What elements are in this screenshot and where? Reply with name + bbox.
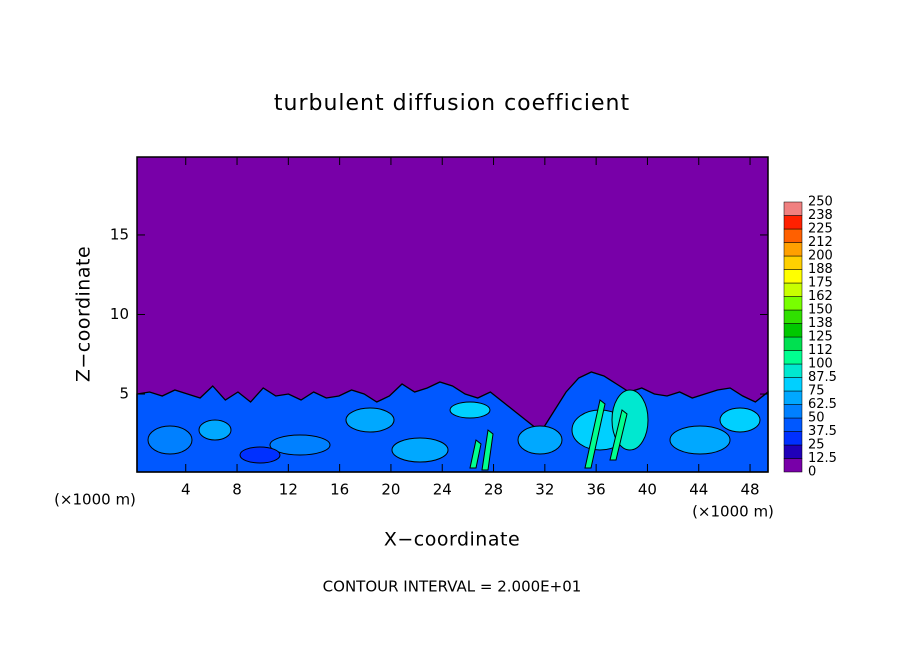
colorbar-label: 138 [808, 316, 833, 331]
colorbar-segment [783, 201, 803, 216]
colorbar-label: 50 [808, 411, 825, 426]
field-region [469, 439, 482, 469]
field-region [239, 446, 281, 464]
colorbar-label: 37.5 [808, 424, 837, 439]
colorbar-label: 162 [808, 289, 833, 304]
colorbar-label: 100 [808, 357, 833, 372]
x-tick-label: 8 [232, 481, 242, 499]
colorbar-label: 150 [808, 303, 833, 318]
colorbar-label: 87.5 [808, 370, 837, 385]
field-region [719, 407, 761, 433]
x-tick-label: 16 [330, 481, 349, 499]
colorbar-segment [783, 336, 803, 351]
colorbar-segment [783, 242, 803, 257]
y-axis-label: Z−coordinate [73, 246, 95, 382]
field-region [269, 434, 331, 456]
colorbar-segment [783, 417, 803, 432]
field-region [517, 425, 563, 455]
colorbar-segment [783, 269, 803, 284]
colorbar-label: 112 [808, 343, 833, 358]
colorbar-label: 225 [808, 222, 833, 237]
contour-note: CONTOUR INTERVAL = 2.000E+01 [323, 578, 582, 596]
colorbar-label: 12.5 [808, 451, 837, 466]
x-tick-label: 28 [484, 481, 503, 499]
colorbar-segment [783, 363, 803, 378]
y-tick-label: 5 [119, 385, 129, 403]
colorbar-segment [783, 431, 803, 446]
field-region [198, 419, 232, 441]
colorbar-segment [783, 255, 803, 270]
field-region [481, 429, 494, 471]
colorbar-segment [783, 309, 803, 324]
field-region [584, 399, 606, 469]
colorbar-label: 0 [808, 465, 816, 480]
field-region [449, 401, 491, 419]
colorbar-label: 188 [808, 262, 833, 277]
field-region [147, 425, 193, 455]
colorbar-label: 62.5 [808, 397, 837, 412]
x-unit: (×1000 m) [692, 503, 774, 521]
field-region [609, 409, 628, 461]
colorbar-segment [783, 296, 803, 311]
y-tick-label: 15 [110, 225, 129, 243]
field-region [391, 437, 449, 463]
x-unit: (×1000 m) [54, 491, 136, 509]
colorbar-label: 250 [808, 195, 833, 210]
x-tick-label: 4 [181, 481, 191, 499]
x-axis-label: X−coordinate [384, 529, 520, 551]
x-tick-label: 36 [587, 481, 606, 499]
field-region [345, 407, 395, 433]
x-tick-label: 32 [535, 481, 554, 499]
colorbar-segment [783, 228, 803, 243]
colorbar-segment [783, 377, 803, 392]
colorbar-segment [783, 215, 803, 230]
y-tick-label: 10 [110, 305, 129, 323]
colorbar-label: 212 [808, 235, 833, 250]
colorbar-label: 125 [808, 330, 833, 345]
colorbar-label: 175 [808, 276, 833, 291]
x-tick-label: 48 [740, 481, 759, 499]
x-tick-label: 20 [381, 481, 400, 499]
chart-title: turbulent diffusion coefficient [274, 91, 630, 116]
colorbar-label: 238 [808, 208, 833, 223]
x-tick-label: 24 [433, 481, 452, 499]
colorbar-segment [783, 404, 803, 419]
colorbar-segment [783, 350, 803, 365]
colorbar-segment [783, 323, 803, 338]
x-tick-label: 12 [279, 481, 298, 499]
colorbar-segment [783, 444, 803, 459]
colorbar-label: 75 [808, 384, 825, 399]
field-region [669, 425, 731, 455]
colorbar-segment [783, 458, 803, 473]
colorbar-label: 200 [808, 249, 833, 264]
x-tick-label: 44 [689, 481, 708, 499]
colorbar-segment [783, 390, 803, 405]
colorbar-label: 25 [808, 438, 825, 453]
colorbar-segment [783, 282, 803, 297]
x-tick-label: 40 [638, 481, 657, 499]
